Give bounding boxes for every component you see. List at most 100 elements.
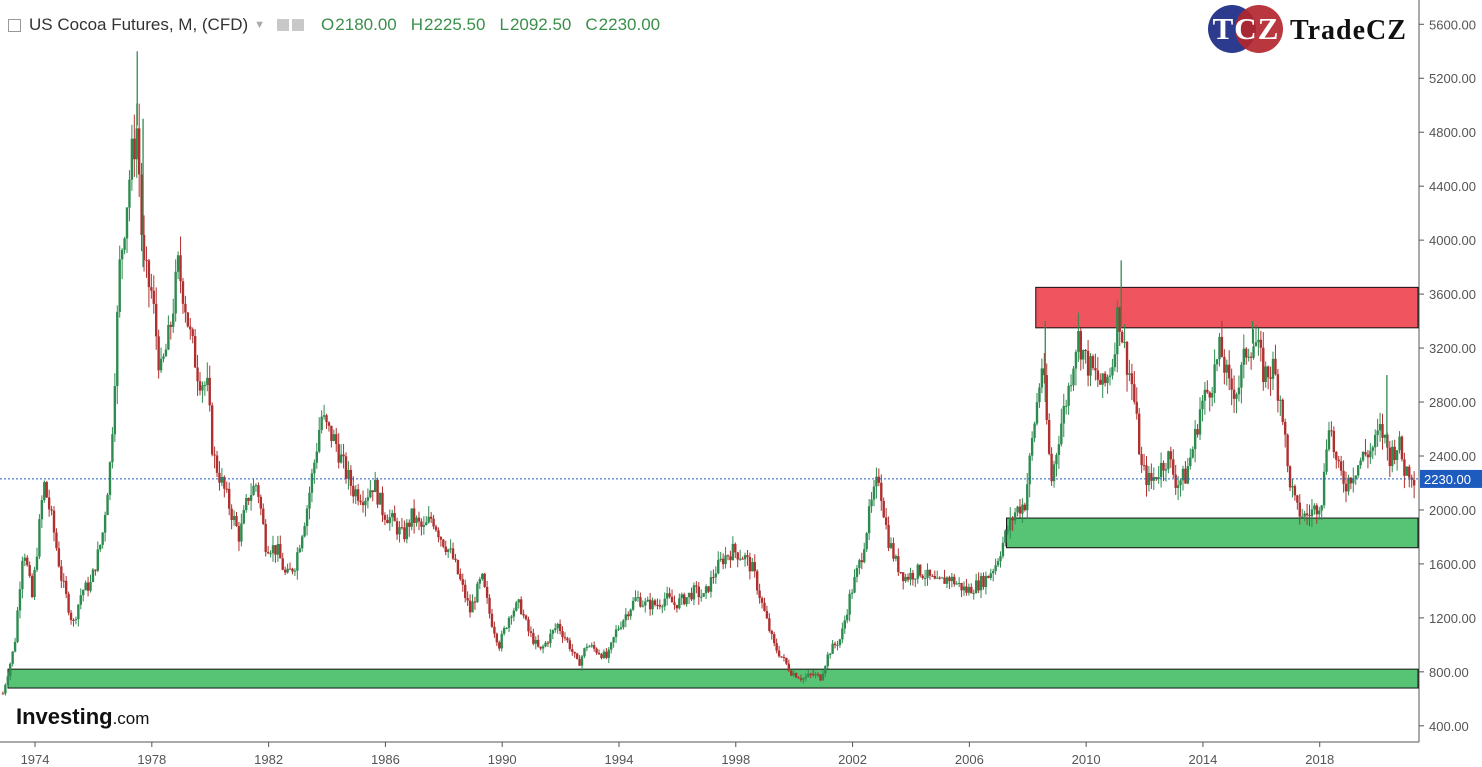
candle-body xyxy=(1145,465,1148,486)
candle-body xyxy=(386,519,389,524)
candle-body xyxy=(571,649,574,652)
candle-body xyxy=(1123,342,1126,344)
candle-body xyxy=(120,249,124,260)
candle-body xyxy=(349,469,353,486)
candle-body xyxy=(410,508,413,527)
candle-body xyxy=(1064,405,1068,407)
candle-body xyxy=(371,490,374,493)
candle-body xyxy=(994,565,997,572)
candle-body xyxy=(198,381,202,391)
candle-body xyxy=(1271,358,1275,379)
candle-body xyxy=(700,596,703,598)
candle-body xyxy=(510,616,513,618)
candle-body xyxy=(1040,368,1044,388)
candle-body xyxy=(28,565,31,576)
price-axis[interactable]: 400.00 800.00 1200.00 1600.00 2000.00 2400.00… xyxy=(1419,17,1476,734)
candle-body xyxy=(775,643,778,651)
candle-body xyxy=(841,628,844,640)
candle-body xyxy=(490,613,494,627)
candle-body xyxy=(235,516,238,527)
candle-body xyxy=(1001,542,1005,557)
candle-body xyxy=(1237,387,1241,395)
candle-body xyxy=(1184,468,1187,484)
candle-body xyxy=(1167,451,1170,470)
candle-body xyxy=(264,523,267,552)
candle-body xyxy=(726,555,730,557)
candle-body xyxy=(1164,469,1168,471)
candle-body xyxy=(432,518,435,527)
candle-body xyxy=(768,618,771,631)
candle-body xyxy=(393,513,396,522)
candle-body xyxy=(254,485,258,487)
candle-body xyxy=(848,593,851,615)
candle-body xyxy=(751,562,754,572)
candle-body xyxy=(13,641,17,652)
candle-body xyxy=(130,138,134,180)
x-tick-label: 1994 xyxy=(605,752,634,767)
time-axis[interactable]: 1974 1978 1982 1986 1990 1994 1998 2002 2006 2010… xyxy=(21,742,1335,767)
support-zone-1[interactable] xyxy=(1006,517,1419,549)
candle-body xyxy=(230,508,233,520)
candle-body xyxy=(585,646,589,649)
settings-icon[interactable] xyxy=(292,19,305,31)
candle-body xyxy=(269,553,272,555)
candle-body xyxy=(1137,413,1141,455)
candle-body xyxy=(147,260,151,288)
candle-body xyxy=(658,604,662,607)
candle-body xyxy=(558,623,562,632)
candle-body xyxy=(1157,477,1160,479)
candle-body xyxy=(1344,483,1348,492)
candle-body xyxy=(164,349,168,357)
chevron-down-icon[interactable]: ▼ xyxy=(254,19,266,31)
candle-body xyxy=(906,576,910,580)
symbol-legend: US Cocoa Futures, M, (CFD) ▼ O2180.00 H2… xyxy=(8,13,660,37)
candle-body xyxy=(502,628,506,634)
candle-body xyxy=(1371,447,1374,451)
resistance-zone-0[interactable] xyxy=(1035,286,1419,329)
candle-body xyxy=(850,592,854,594)
candle-body xyxy=(1006,530,1010,532)
candle-body xyxy=(483,573,486,587)
candle-body xyxy=(977,580,980,591)
candle-body xyxy=(1232,389,1236,399)
candle-body xyxy=(103,515,107,533)
candle-body xyxy=(381,492,384,516)
candle-body xyxy=(1089,356,1092,376)
candle-body xyxy=(816,674,820,676)
candle-body xyxy=(184,303,187,313)
candle-body xyxy=(1125,342,1129,375)
candle-body xyxy=(639,597,642,607)
eye-icon[interactable] xyxy=(277,19,290,31)
candle-body xyxy=(201,385,204,391)
symbol-title[interactable]: US Cocoa Futures, M, (CFD) xyxy=(29,15,249,34)
candle-body xyxy=(116,311,119,387)
candle-body xyxy=(1240,364,1243,388)
candle-body xyxy=(283,569,287,573)
candle-body xyxy=(1303,513,1306,517)
candle-body xyxy=(1347,477,1350,492)
support-zone-2[interactable] xyxy=(7,668,1419,689)
candle-body xyxy=(1191,449,1194,458)
x-tick-label: 1986 xyxy=(371,752,400,767)
candle-body xyxy=(1252,346,1255,358)
candle-body xyxy=(1393,446,1396,460)
candle-body xyxy=(495,633,499,643)
candle-body xyxy=(62,580,65,582)
candle-body xyxy=(597,652,601,655)
candle-body xyxy=(987,575,990,578)
candle-body xyxy=(206,377,209,386)
candle-body xyxy=(651,600,654,610)
candle-body xyxy=(181,281,185,304)
candle-body xyxy=(1050,453,1053,482)
candle-body xyxy=(1208,392,1211,398)
candle-body xyxy=(1210,393,1214,398)
investing-logo: Investing.com xyxy=(16,704,150,729)
collapse-toggle[interactable] xyxy=(8,18,21,32)
candle-body xyxy=(836,645,839,647)
candle-body xyxy=(539,646,542,649)
candle-body xyxy=(704,586,708,594)
candle-body xyxy=(1403,459,1406,476)
candle-body xyxy=(953,576,956,585)
candle-body xyxy=(408,522,411,527)
